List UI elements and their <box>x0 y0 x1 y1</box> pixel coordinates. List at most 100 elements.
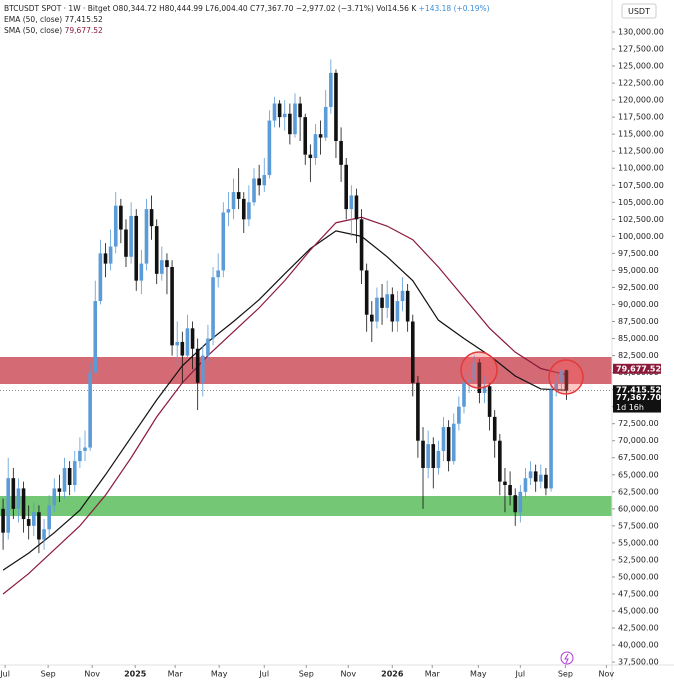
x-tick-label: Jul <box>0 670 10 679</box>
candle-body <box>508 484 512 496</box>
price-marker-countdown: 1d 16h <box>616 403 644 412</box>
candle-body <box>190 328 195 349</box>
candle-body <box>247 202 251 220</box>
y-tick-label: 72,500.00 <box>618 419 659 428</box>
candle-body <box>103 253 108 264</box>
candle-body <box>359 219 364 271</box>
candle-body <box>160 260 164 274</box>
candle-body <box>11 478 16 509</box>
indicator-line <box>2 216 567 595</box>
price-marker-label: 77,415.52 <box>616 386 661 395</box>
candle-body <box>339 140 343 165</box>
candle-body <box>16 488 21 509</box>
candle-body <box>195 348 200 383</box>
x-tick-label: Sep <box>41 670 56 679</box>
candle-body <box>47 505 51 530</box>
y-tick-label: 62,500.00 <box>618 487 659 496</box>
candle-body <box>267 120 272 176</box>
y-tick-label: 125,000.00 <box>618 62 664 71</box>
candle-body <box>303 117 308 155</box>
candle-body <box>272 103 277 121</box>
candle-body <box>554 382 558 390</box>
candle-body <box>139 263 144 281</box>
x-tick-label: Nov <box>599 670 615 679</box>
y-tick-label: 70,000.00 <box>618 436 659 445</box>
y-tick-label: 45,000.00 <box>618 607 659 616</box>
y-tick-label: 55,000.00 <box>618 538 659 547</box>
candle-body <box>180 341 185 356</box>
candle-body <box>93 301 98 373</box>
candle-body <box>513 495 518 513</box>
candle-body <box>451 423 456 462</box>
price-marker <box>613 392 661 413</box>
highlight-circle <box>460 351 498 389</box>
y-tick-label: 120,000.00 <box>618 96 664 105</box>
candle-body <box>441 427 446 451</box>
legend: BTCUSDT SPOT · 1W · Bitget O80,344.72 H8… <box>4 3 490 36</box>
x-tick-label: 2026 <box>381 670 404 679</box>
candle-body <box>241 198 246 220</box>
candle-body <box>113 205 118 247</box>
price-marker <box>613 363 661 374</box>
candle-body <box>252 178 256 203</box>
candle-body <box>318 134 323 138</box>
y-tick-label: 110,000.00 <box>618 164 664 173</box>
y-tick-label: 112,500.00 <box>618 147 664 156</box>
x-tick-label: 2025 <box>124 670 147 679</box>
candle-body <box>492 416 497 441</box>
y-tick-label: 47,500.00 <box>618 589 659 598</box>
indicator-name: EMA (50, close) <box>4 15 63 24</box>
candle-body <box>457 406 461 424</box>
candle-body <box>313 134 318 159</box>
x-tick-label: Jul <box>258 670 269 679</box>
x-tick-label: May <box>211 670 228 679</box>
symbol: BTCUSDT SPOT · 1W · Bitget <box>4 4 111 13</box>
candle-body <box>395 301 400 322</box>
candle-body <box>282 113 287 118</box>
candle-body <box>32 512 36 526</box>
y-tick-label: 117,500.00 <box>618 113 664 122</box>
y-tick-label: 37,500.00 <box>618 658 659 667</box>
candle-body <box>78 450 82 462</box>
price-marker-label: 79,677.52 <box>616 364 661 373</box>
change: +143.18 (+0.19%) <box>418 4 490 13</box>
candle-body <box>385 294 389 308</box>
candle-body <box>226 209 231 213</box>
indicator-line <box>2 230 567 571</box>
candle-body <box>211 277 215 339</box>
y-tick-label: 60,000.00 <box>618 504 659 513</box>
candle-body <box>375 297 379 322</box>
x-tick-label: Jul <box>514 670 525 679</box>
candle-body <box>405 290 410 322</box>
x-tick-label: Sep <box>558 670 573 679</box>
candle-body <box>277 103 282 118</box>
price-zone <box>0 495 612 516</box>
y-tick-label: 127,500.00 <box>618 45 664 54</box>
candle-body <box>298 103 302 118</box>
candle-body <box>349 195 354 210</box>
ohlc: O80,344.72 H80,444.99 L76,004.40 C77,367… <box>112 4 374 13</box>
x-tick-label: Sep <box>299 670 314 679</box>
candle-body <box>1 508 5 533</box>
y-tick-label: 122,500.00 <box>618 79 664 88</box>
candle-body <box>364 270 369 315</box>
candle-body <box>354 195 359 220</box>
x-tick-label: Nov <box>84 670 100 679</box>
header-row: BTCUSDT SPOT · 1W · Bitget O80,344.72 H8… <box>4 3 490 14</box>
candle-body <box>416 382 420 441</box>
candle-body <box>67 467 72 485</box>
candle-body <box>216 270 220 278</box>
candle-body <box>431 444 436 468</box>
candle-body <box>6 478 10 533</box>
y-tick-label: 102,500.00 <box>618 215 664 224</box>
candle-body <box>201 355 205 383</box>
candle-body <box>370 314 374 322</box>
candle-body <box>124 229 128 257</box>
candle-body <box>329 72 333 107</box>
y-tick-label: 65,000.00 <box>618 470 659 479</box>
candle-body <box>539 474 543 482</box>
candle-body <box>477 362 482 394</box>
candle-body <box>559 370 564 383</box>
y-tick-label: 97,500.00 <box>618 249 659 258</box>
